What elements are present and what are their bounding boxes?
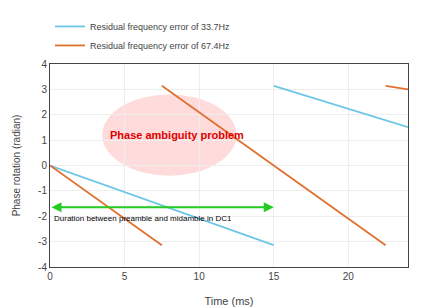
svg-text:15: 15 xyxy=(268,271,280,282)
svg-text:0: 0 xyxy=(47,271,53,282)
svg-text:Residual frequency error of 67: Residual frequency error of 67.4Hz xyxy=(90,41,230,51)
svg-text:0: 0 xyxy=(41,160,47,171)
svg-text:4: 4 xyxy=(41,59,47,70)
svg-text:-3: -3 xyxy=(38,236,47,247)
svg-text:3: 3 xyxy=(41,84,47,95)
svg-text:Phase rotation (radian): Phase rotation (radian) xyxy=(11,115,22,217)
svg-text:1: 1 xyxy=(41,135,47,146)
svg-text:2: 2 xyxy=(41,109,47,120)
svg-text:-4: -4 xyxy=(38,262,47,273)
svg-text:Phase ambiguity problem: Phase ambiguity problem xyxy=(110,129,244,141)
svg-text:Time (ms): Time (ms) xyxy=(204,295,253,307)
svg-text:-2: -2 xyxy=(38,211,47,222)
svg-text:Residual frequency error of 33: Residual frequency error of 33.7Hz xyxy=(90,22,230,32)
svg-text:20: 20 xyxy=(343,271,355,282)
svg-text:10: 10 xyxy=(194,271,206,282)
svg-text:5: 5 xyxy=(122,271,128,282)
svg-text:Duration between preamble and: Duration between preamble and midamble i… xyxy=(54,214,232,223)
svg-text:-1: -1 xyxy=(38,185,47,196)
